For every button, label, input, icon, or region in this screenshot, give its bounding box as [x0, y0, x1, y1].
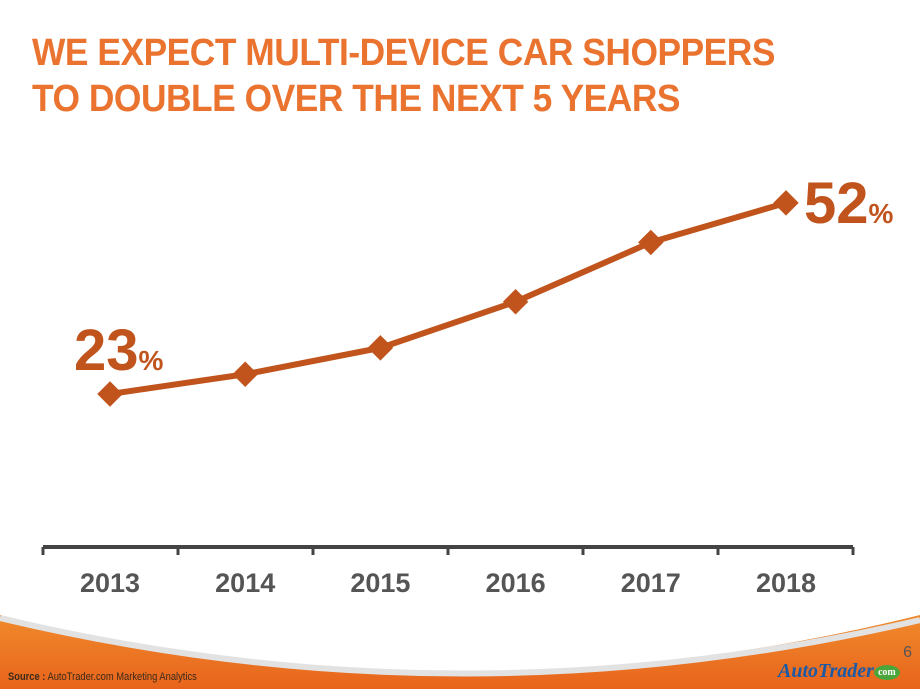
data-point-marker [773, 190, 799, 216]
data-point-marker [97, 381, 123, 407]
data-label: 52% [804, 171, 894, 236]
data-label: 23% [74, 318, 164, 383]
title-line-1: WE EXPECT MULTI-DEVICE CAR SHOPPERS [32, 32, 775, 74]
autotrader-logo: AutoTrader com [778, 660, 900, 683]
logo-text: AutoTrader [778, 660, 874, 682]
data-label-unit: % [869, 198, 894, 229]
x-tick-label: 2014 [215, 568, 275, 598]
data-point-marker [367, 335, 394, 361]
data-label-value: 23 [74, 318, 139, 383]
data-point-marker [232, 361, 258, 387]
x-tick-label: 2016 [486, 568, 546, 598]
page-number: 6 [903, 644, 912, 661]
x-tick-label: 2018 [756, 568, 816, 598]
x-tick-label: 2015 [350, 568, 410, 598]
data-label-unit: % [139, 345, 164, 376]
data-point-marker [638, 229, 664, 256]
x-tick-label: 2013 [80, 568, 140, 598]
slide-title: WE EXPECT MULTI-DEVICE CAR SHOPPERS TO D… [32, 30, 775, 122]
footer-band [0, 600, 920, 689]
data-point-marker [502, 289, 529, 315]
series-line [109, 200, 787, 397]
data-label-value: 52 [804, 171, 869, 236]
title-line-2: TO DOUBLE OVER THE NEXT 5 YEARS [32, 78, 681, 120]
source-label: Source : [8, 671, 46, 683]
x-tick-label: 2017 [621, 568, 681, 598]
logo-badge: com [873, 664, 900, 680]
source-note: Source : AutoTrader.com Marketing Analyt… [8, 671, 197, 683]
source-text: AutoTrader.com Marketing Analytics [45, 671, 197, 683]
